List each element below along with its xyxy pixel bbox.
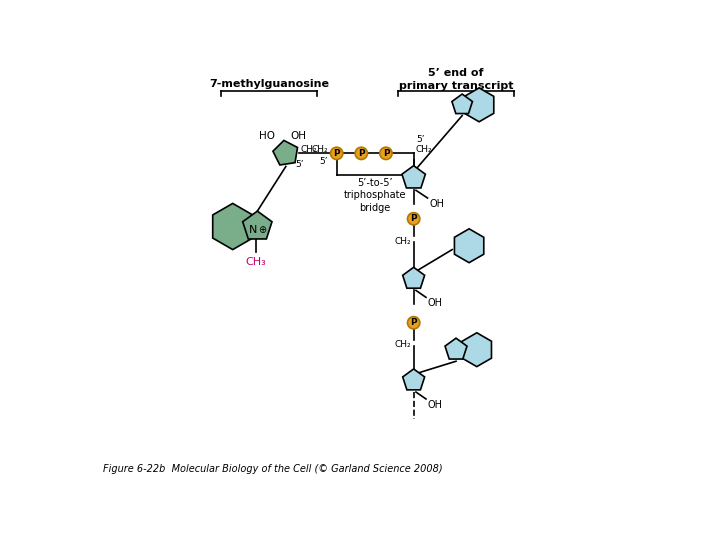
Polygon shape — [402, 267, 425, 288]
Text: P: P — [410, 214, 417, 224]
Polygon shape — [454, 229, 484, 262]
Text: 5’: 5’ — [295, 159, 304, 168]
Polygon shape — [212, 204, 253, 249]
Text: OH: OH — [428, 298, 443, 308]
Text: P: P — [382, 149, 390, 158]
Text: CH₃: CH₃ — [246, 257, 266, 267]
Polygon shape — [402, 166, 426, 188]
Polygon shape — [273, 140, 297, 165]
Text: CH₂: CH₂ — [395, 340, 411, 349]
Text: P: P — [333, 149, 340, 158]
Polygon shape — [243, 211, 272, 239]
Text: P: P — [358, 149, 364, 158]
Polygon shape — [452, 94, 472, 113]
Text: 5’-to-5’
triphosphate
bridge: 5’-to-5’ triphosphate bridge — [344, 178, 406, 213]
Circle shape — [379, 147, 392, 159]
Text: 5’: 5’ — [320, 157, 328, 166]
Text: CH₂: CH₂ — [416, 145, 433, 154]
Text: P: P — [410, 318, 417, 327]
Circle shape — [408, 213, 420, 225]
Text: 5’ end of
primary transcript: 5’ end of primary transcript — [399, 68, 513, 91]
Text: N: N — [249, 225, 258, 235]
Text: ⊕: ⊕ — [258, 225, 266, 235]
Text: Figure 6-22b  Molecular Biology of the Cell (© Garland Science 2008): Figure 6-22b Molecular Biology of the Ce… — [104, 464, 443, 475]
Circle shape — [355, 147, 367, 159]
Text: HO: HO — [259, 131, 275, 141]
Polygon shape — [402, 369, 425, 390]
Text: CH₂: CH₂ — [300, 145, 317, 154]
Circle shape — [408, 316, 420, 329]
Text: OH: OH — [428, 400, 443, 410]
Text: 5’: 5’ — [416, 135, 425, 144]
Text: 7-methylguanosine: 7-methylguanosine — [209, 79, 329, 89]
Polygon shape — [462, 333, 492, 367]
Polygon shape — [464, 88, 494, 122]
Text: OH: OH — [290, 131, 307, 141]
Circle shape — [330, 147, 343, 159]
Polygon shape — [445, 338, 467, 359]
Text: CH₂: CH₂ — [395, 237, 411, 246]
Text: OH: OH — [429, 199, 444, 209]
Text: CH₂: CH₂ — [312, 145, 328, 154]
